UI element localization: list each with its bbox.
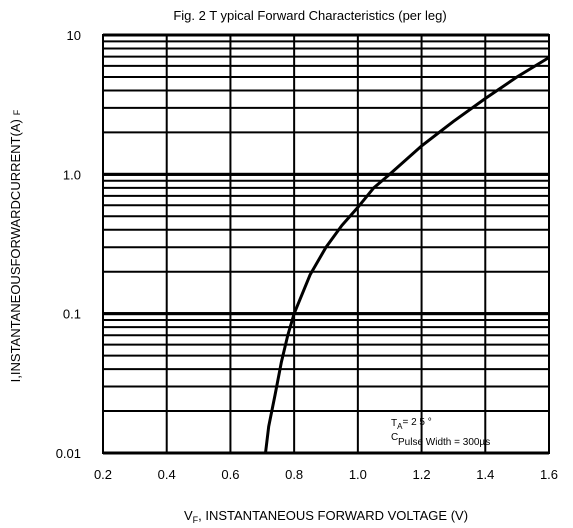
x-tick-label: 0.6 (221, 467, 239, 482)
grid-major-lines (103, 33, 549, 455)
y-tick-labels: 0.01 0.1 1.0 10 (56, 28, 81, 461)
annotation-pulse: Pulse Width = 300µs (398, 437, 490, 448)
annotation: TA= 2 5 ° C Pulse Width = 300µs (391, 417, 490, 448)
x-tick-label: 1.4 (476, 467, 494, 482)
x-tick-label: 0.2 (94, 467, 112, 482)
x-tick-label: 1.2 (413, 467, 431, 482)
annotation-c: C (391, 432, 398, 443)
y-tick-label: 10 (67, 28, 81, 43)
y-tick-label: 0.1 (63, 307, 81, 322)
annotation-t: T (391, 418, 397, 429)
y-tick-label: 0.01 (56, 446, 81, 461)
grid-minor-lines (103, 40, 549, 413)
x-tick-label: 1.0 (349, 467, 367, 482)
plot-frame (102, 34, 550, 454)
svg-text:TA= 2 5 °: TA= 2 5 ° (391, 417, 432, 431)
x-axis-label: VF, INSTANTANEOUS FORWARD VOLTAGE (V) (184, 508, 468, 525)
x-tick-labels: 0.2 0.4 0.6 0.8 1.0 1.2 1.4 1.6 (94, 467, 558, 482)
annotation-t-sub: A (397, 422, 403, 431)
y-tick-label: 1.0 (63, 167, 81, 182)
x-tick-label: 0.8 (285, 467, 303, 482)
y-axis-label: I,INSTANTANEOUSFORWARDCURRENT(A)F (8, 109, 23, 382)
x-tick-label: 0.4 (158, 467, 176, 482)
x-tick-label: 1.6 (540, 467, 558, 482)
series-line-forward-current (264, 56, 550, 454)
chart-title: Fig. 2 T ypical Forward Characteristics … (173, 8, 446, 23)
annotation-t-value: = 2 5 ° (402, 417, 431, 428)
